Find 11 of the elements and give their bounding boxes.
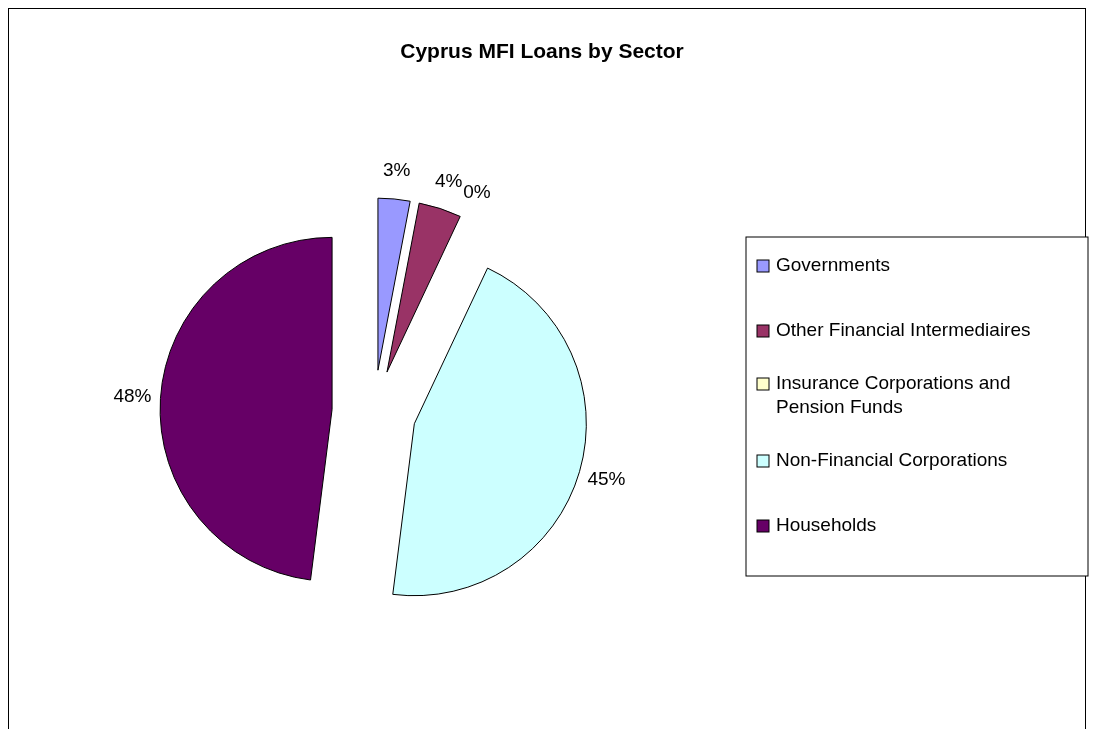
- legend-label: Households: [776, 514, 877, 536]
- data-label: 45%: [587, 467, 626, 489]
- legend-label: Governments: [776, 254, 891, 276]
- data-label: 4%: [435, 169, 463, 191]
- legend-label: Other Financial Intermediaires: [776, 319, 1031, 341]
- legend-label: Insurance Corporations and Pension Funds: [776, 372, 1011, 418]
- chart-title: Cyprus MFI Loans by Sector: [400, 38, 684, 62]
- legend-label: Non-Financial Corporations: [776, 449, 1008, 471]
- data-label: 48%: [113, 384, 152, 406]
- data-label: 3%: [383, 159, 411, 181]
- text: 0%: [463, 181, 491, 203]
